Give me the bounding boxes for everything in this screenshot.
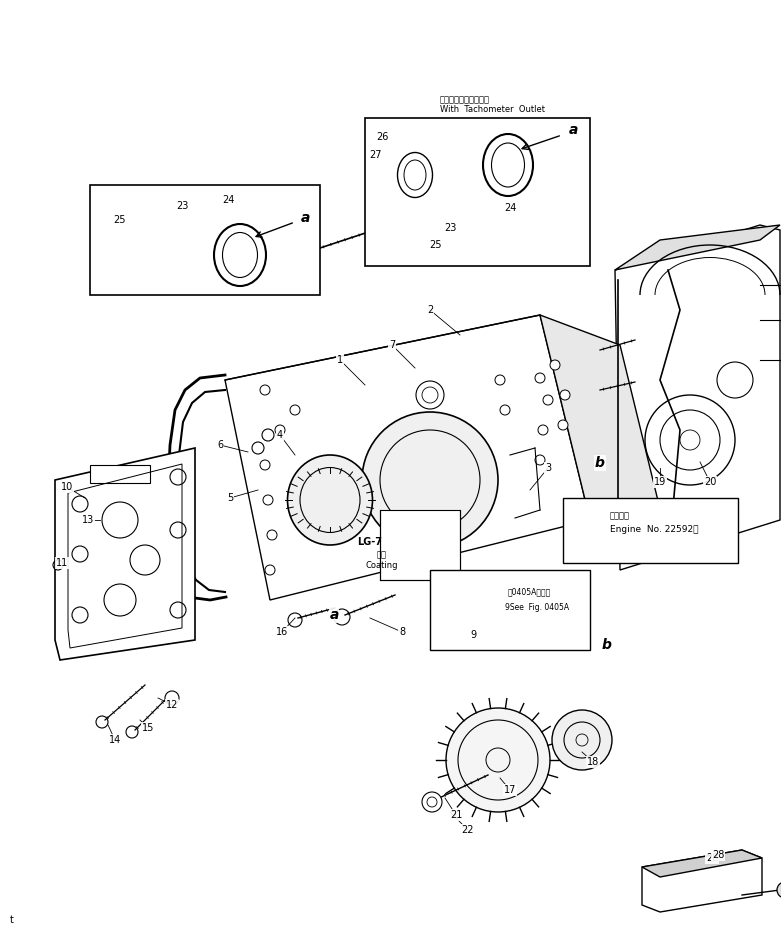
Circle shape — [72, 546, 88, 562]
Circle shape — [260, 385, 270, 395]
Text: 27: 27 — [369, 150, 381, 160]
Circle shape — [267, 530, 277, 540]
Polygon shape — [225, 315, 590, 600]
Text: 9See  Fig. 0405A: 9See Fig. 0405A — [505, 602, 569, 611]
Text: a: a — [301, 211, 310, 225]
Circle shape — [107, 269, 117, 279]
Polygon shape — [55, 448, 195, 660]
Text: 14: 14 — [109, 735, 121, 745]
Text: 25: 25 — [114, 215, 127, 225]
Bar — [430, 570, 590, 650]
Circle shape — [263, 495, 273, 505]
Text: 围0405A図参照: 围0405A図参照 — [508, 587, 551, 597]
Circle shape — [72, 607, 88, 623]
Text: t: t — [10, 915, 14, 925]
Circle shape — [170, 469, 186, 485]
Circle shape — [104, 584, 136, 616]
Text: 塗布: 塗布 — [377, 551, 387, 559]
Polygon shape — [642, 850, 762, 912]
Text: 25: 25 — [429, 240, 441, 250]
Circle shape — [560, 390, 570, 400]
Text: 11: 11 — [56, 558, 68, 568]
Text: 8: 8 — [399, 627, 405, 637]
Text: 16: 16 — [276, 627, 288, 637]
Text: 5: 5 — [226, 493, 233, 503]
Text: 22: 22 — [462, 825, 474, 835]
Circle shape — [500, 405, 510, 415]
Text: 20: 20 — [704, 477, 716, 487]
Bar — [365, 118, 590, 266]
Text: 19: 19 — [654, 477, 666, 487]
Circle shape — [130, 545, 160, 575]
Text: 適用号機: 適用号機 — [610, 511, 630, 521]
Circle shape — [72, 496, 88, 512]
Text: b: b — [602, 638, 612, 652]
Text: 4: 4 — [277, 430, 283, 440]
Text: 7: 7 — [389, 340, 395, 350]
Text: 12: 12 — [166, 700, 178, 710]
Text: タコメータ取出口付き: タコメータ取出口付き — [440, 95, 490, 105]
Circle shape — [550, 360, 560, 370]
Circle shape — [290, 405, 300, 415]
Text: 24: 24 — [504, 203, 516, 213]
Circle shape — [170, 522, 186, 538]
Bar — [90, 465, 150, 483]
Text: Coating: Coating — [366, 560, 398, 569]
Circle shape — [362, 412, 498, 548]
Circle shape — [422, 792, 442, 812]
Text: 15: 15 — [142, 723, 154, 733]
Text: a: a — [301, 211, 310, 225]
Bar — [563, 498, 738, 563]
Bar — [90, 185, 320, 295]
Text: 13: 13 — [82, 515, 95, 525]
Text: 28: 28 — [711, 850, 724, 860]
Text: 28: 28 — [706, 853, 719, 863]
Polygon shape — [615, 225, 780, 570]
Ellipse shape — [287, 455, 373, 545]
Text: 6: 6 — [217, 440, 223, 450]
Text: 9: 9 — [470, 630, 476, 640]
Text: Engine  No. 22592〜: Engine No. 22592〜 — [610, 525, 698, 535]
Circle shape — [260, 460, 270, 470]
Text: 23: 23 — [444, 223, 456, 233]
Text: a: a — [569, 123, 578, 137]
Polygon shape — [540, 315, 670, 550]
Circle shape — [434, 609, 450, 625]
Text: 1: 1 — [337, 355, 343, 365]
Text: 2: 2 — [427, 305, 433, 315]
Circle shape — [495, 375, 505, 385]
Text: 3: 3 — [545, 463, 551, 473]
Circle shape — [102, 502, 138, 538]
Circle shape — [275, 425, 285, 435]
Text: 23: 23 — [176, 201, 188, 211]
Text: 24: 24 — [222, 195, 234, 205]
Text: 17: 17 — [504, 785, 516, 795]
Polygon shape — [615, 225, 780, 270]
Text: 26: 26 — [376, 132, 388, 142]
Text: With  Tachometer  Outlet: With Tachometer Outlet — [440, 105, 545, 113]
Text: LG-7: LG-7 — [358, 537, 383, 547]
Bar — [380, 510, 460, 580]
Polygon shape — [642, 850, 762, 877]
Circle shape — [446, 708, 550, 812]
Text: 10: 10 — [61, 482, 73, 492]
Text: a: a — [569, 123, 578, 137]
Text: 21: 21 — [450, 810, 462, 820]
Text: 18: 18 — [587, 757, 599, 767]
Text: a: a — [330, 608, 339, 622]
Circle shape — [552, 710, 612, 770]
Circle shape — [265, 565, 275, 575]
Circle shape — [777, 882, 781, 898]
Circle shape — [558, 420, 568, 430]
Circle shape — [170, 602, 186, 618]
Text: b: b — [595, 456, 605, 470]
